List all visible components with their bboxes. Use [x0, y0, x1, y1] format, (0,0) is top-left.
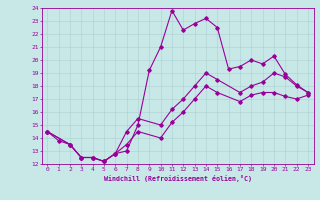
- X-axis label: Windchill (Refroidissement éolien,°C): Windchill (Refroidissement éolien,°C): [104, 175, 252, 182]
